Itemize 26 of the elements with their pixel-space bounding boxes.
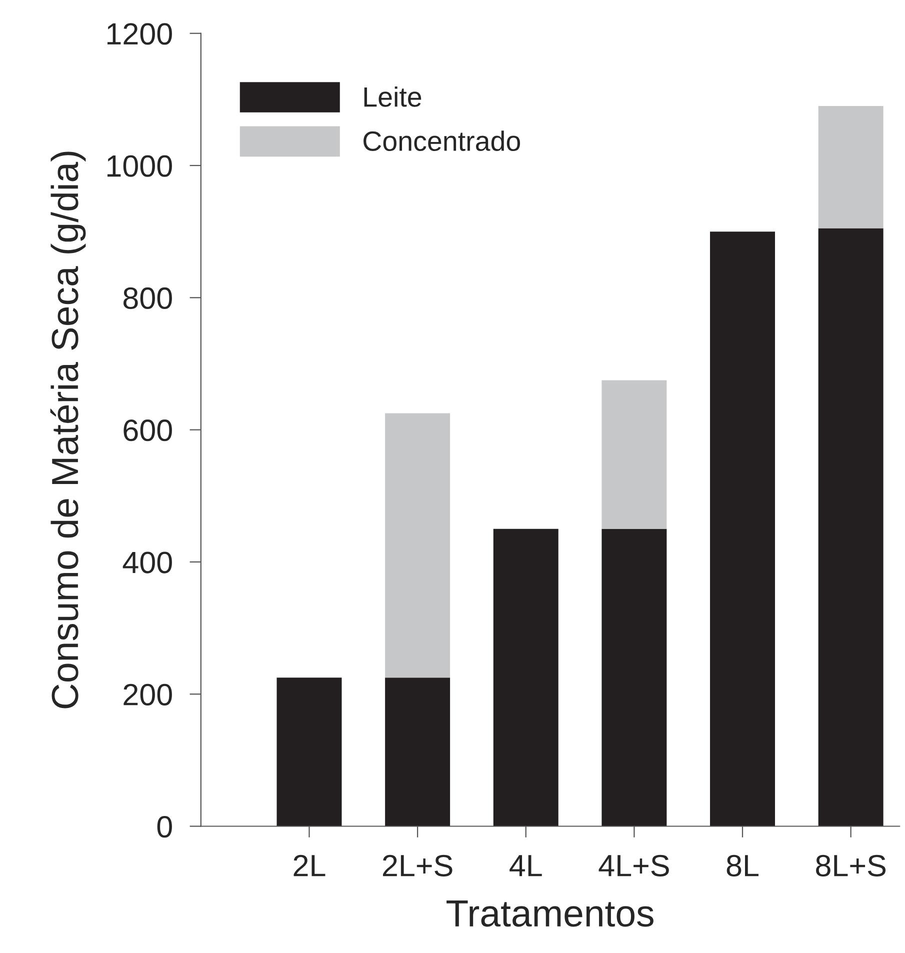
bar (710, 232, 776, 826)
legend-label: Concentrado (364, 130, 520, 152)
x-tick-label: 4L+S (598, 854, 669, 876)
y-tick-label: 800 (123, 287, 172, 310)
bar (385, 678, 450, 826)
bar (276, 678, 342, 826)
y-tick-label: 0 (157, 816, 172, 838)
bar (602, 380, 667, 529)
x-tick-label: 8L+S (816, 854, 886, 876)
y-tick-label: 1200 (107, 23, 172, 45)
bar (818, 228, 884, 826)
x-tick-label: 8L (726, 854, 758, 876)
y-tick-label: 1000 (107, 155, 172, 177)
y-tick-label: 600 (124, 420, 172, 442)
bar (818, 106, 884, 228)
x-tick-label: 2L (294, 854, 326, 876)
bar (602, 528, 667, 826)
x-tick-label: 2L+S (382, 854, 452, 876)
bar (493, 528, 558, 826)
y-tick-label: 400 (122, 552, 172, 574)
x-tick-label: 4L (510, 855, 542, 876)
y-tick-label: 200 (124, 684, 172, 706)
y-axis-title: Consumo de Matéria Seca (g/dia) (50, 152, 86, 708)
bar (385, 413, 450, 678)
x-axis-title: Tratamentos (446, 900, 654, 927)
legend-label: Leite (364, 86, 422, 107)
